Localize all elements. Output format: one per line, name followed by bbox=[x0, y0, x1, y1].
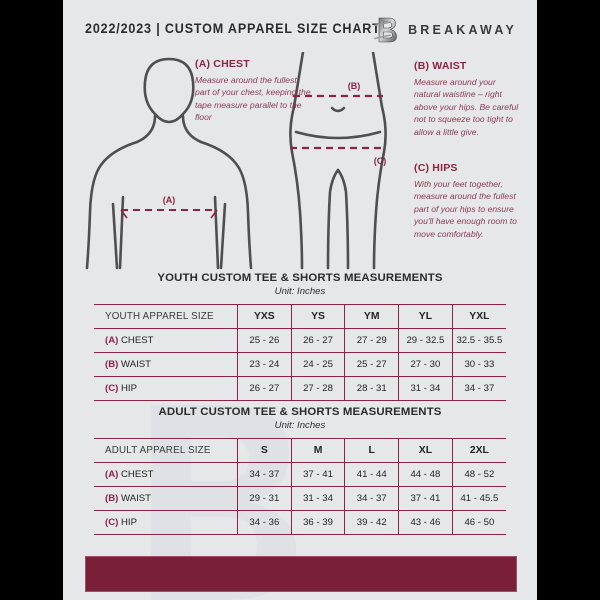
adult-r2-c3: 43 - 46 bbox=[398, 510, 453, 535]
adult-r1-c3: 37 - 41 bbox=[398, 486, 453, 511]
svg-text:(A): (A) bbox=[163, 195, 176, 205]
row-tag: (B) bbox=[105, 493, 119, 504]
youth-table-title: YOUTH CUSTOM TEE & SHORTS MEASUREMENTS bbox=[157, 272, 443, 284]
table-row: (B) WAIST 29 - 31 31 - 34 34 - 37 37 - 4… bbox=[94, 486, 506, 511]
youth-r2-c1: 27 - 28 bbox=[291, 376, 346, 401]
table-row: (C) HIP 34 - 36 36 - 39 39 - 42 43 - 46 … bbox=[94, 510, 506, 535]
measurement-diagram: (A) (B) (C) (A) CHEST Measure around the… bbox=[63, 52, 537, 272]
adult-r2-c4: 46 - 50 bbox=[452, 510, 506, 535]
youth-row-label-1: (B) WAIST bbox=[94, 352, 238, 377]
row-name: WAIST bbox=[121, 493, 152, 504]
youth-r1-c2: 25 - 27 bbox=[344, 352, 400, 377]
youth-row-label-0: (A) CHEST bbox=[94, 328, 238, 353]
youth-r2-c0: 26 - 27 bbox=[237, 376, 292, 401]
adult-col-4: 2XL bbox=[452, 438, 506, 463]
adult-row-label-2: (C) HIP bbox=[94, 510, 238, 535]
note-hips: (C) HIPS With your feet together, measur… bbox=[414, 162, 526, 240]
adult-col-2: L bbox=[344, 438, 400, 463]
table-header-row: YOUTH APPAREL SIZE YXS YS YM YL YXL bbox=[94, 304, 506, 329]
table-row: (A) CHEST 34 - 37 37 - 41 41 - 44 44 - 4… bbox=[94, 462, 506, 487]
adult-r1-c1: 31 - 34 bbox=[291, 486, 346, 511]
adult-table-unit: Unit: Inches bbox=[274, 420, 326, 431]
adult-size-table: ADULT APPAREL SIZE S M L XL 2XL (A) CHES… bbox=[94, 438, 506, 535]
table-row: (A) CHEST 25 - 26 26 - 27 27 - 29 29 - 3… bbox=[94, 328, 506, 353]
hips-front-figure: (B) (C) bbox=[289, 52, 387, 270]
adult-row-header-label: ADULT APPAREL SIZE bbox=[94, 438, 238, 463]
svg-text:(C): (C) bbox=[374, 156, 387, 166]
youth-col-2: YM bbox=[344, 304, 400, 329]
adult-r1-c4: 41 - 45.5 bbox=[452, 486, 506, 511]
row-name: CHEST bbox=[121, 469, 154, 480]
youth-table-unit: Unit: Inches bbox=[274, 286, 326, 297]
table-row: (C) HIP 26 - 27 27 - 28 28 - 31 31 - 34 … bbox=[94, 376, 506, 401]
table-row: (B) WAIST 23 - 24 24 - 25 25 - 27 27 - 3… bbox=[94, 352, 506, 377]
adult-r1-c0: 29 - 31 bbox=[237, 486, 292, 511]
row-name: CHEST bbox=[121, 335, 154, 346]
note-chest-body: Measure around the fullest part of your … bbox=[195, 75, 311, 123]
youth-r0-c0: 25 - 26 bbox=[237, 328, 292, 353]
adult-r0-c3: 44 - 48 bbox=[398, 462, 453, 487]
adult-r2-c0: 34 - 36 bbox=[237, 510, 292, 535]
note-chest: (A) CHEST Measure around the fullest par… bbox=[195, 58, 313, 124]
page-title: 2022/2023 | CUSTOM APPAREL SIZE CHART bbox=[85, 21, 381, 36]
adult-col-0: S bbox=[237, 438, 292, 463]
row-name: WAIST bbox=[121, 359, 152, 370]
youth-r2-c2: 28 - 31 bbox=[344, 376, 400, 401]
brand-name: BREAKAWAY bbox=[408, 23, 517, 37]
youth-r1-c1: 24 - 25 bbox=[291, 352, 346, 377]
breakaway-b-logo-icon bbox=[374, 17, 397, 43]
row-tag: (A) bbox=[105, 335, 119, 346]
youth-col-1: YS bbox=[291, 304, 346, 329]
adult-col-3: XL bbox=[398, 438, 453, 463]
row-tag: (B) bbox=[105, 359, 119, 370]
page-header: 2022/2023 | CUSTOM APPAREL SIZE CHART BR… bbox=[63, 0, 537, 55]
note-waist-title: (B) WAIST bbox=[414, 60, 467, 72]
note-hips-title: (C) HIPS bbox=[414, 162, 458, 174]
adult-row-label-1: (B) WAIST bbox=[94, 486, 238, 511]
note-hips-body: With your feet together, measure around … bbox=[414, 179, 517, 239]
adult-r2-c2: 39 - 42 bbox=[344, 510, 400, 535]
brand-lockup: BREAKAWAY bbox=[373, 16, 517, 44]
torso-front-figure: (A) bbox=[85, 57, 253, 270]
row-tag: (C) bbox=[105, 383, 119, 394]
youth-row-header-label: YOUTH APPAREL SIZE bbox=[94, 304, 238, 329]
row-tag: (A) bbox=[105, 469, 119, 480]
note-chest-title: (A) CHEST bbox=[195, 58, 250, 70]
youth-r0-c3: 29 - 32.5 bbox=[398, 328, 453, 353]
note-waist: (B) WAIST Measure around your natural wa… bbox=[414, 60, 524, 138]
youth-r2-c3: 31 - 34 bbox=[398, 376, 453, 401]
youth-r2-c4: 34 - 37 bbox=[452, 376, 506, 401]
row-tag: (C) bbox=[105, 517, 119, 528]
adult-col-1: M bbox=[291, 438, 346, 463]
row-name: HIP bbox=[121, 383, 137, 394]
youth-col-4: YXL bbox=[452, 304, 506, 329]
youth-r0-c1: 26 - 27 bbox=[291, 328, 346, 353]
maroon-footer-bar bbox=[85, 556, 517, 592]
youth-col-0: YXS bbox=[237, 304, 292, 329]
adult-r0-c1: 37 - 41 bbox=[291, 462, 346, 487]
youth-r0-c4: 32.5 - 35.5 bbox=[452, 328, 506, 353]
youth-col-3: YL bbox=[398, 304, 453, 329]
youth-r0-c2: 27 - 29 bbox=[344, 328, 400, 353]
youth-r1-c3: 27 - 30 bbox=[398, 352, 453, 377]
youth-row-label-2: (C) HIP bbox=[94, 376, 238, 401]
adult-r0-c4: 48 - 52 bbox=[452, 462, 506, 487]
adult-r1-c2: 34 - 37 bbox=[344, 486, 400, 511]
row-name: HIP bbox=[121, 517, 137, 528]
youth-r1-c0: 23 - 24 bbox=[237, 352, 292, 377]
adult-r0-c0: 34 - 37 bbox=[237, 462, 292, 487]
adult-table-title: ADULT CUSTOM TEE & SHORTS MEASUREMENTS bbox=[158, 406, 442, 418]
svg-text:(B): (B) bbox=[348, 81, 361, 91]
adult-r0-c2: 41 - 44 bbox=[344, 462, 400, 487]
note-waist-body: Measure around your natural waistline – … bbox=[414, 77, 519, 137]
adult-r2-c1: 36 - 39 bbox=[291, 510, 346, 535]
adult-row-label-0: (A) CHEST bbox=[94, 462, 238, 487]
adult-table-block: ADULT CUSTOM TEE & SHORTS MEASUREMENTS U… bbox=[63, 406, 537, 535]
youth-size-table: YOUTH APPAREL SIZE YXS YS YM YL YXL (A) … bbox=[94, 304, 506, 401]
size-chart-page: 2022/2023 | CUSTOM APPAREL SIZE CHART BR… bbox=[63, 0, 537, 600]
table-header-row: ADULT APPAREL SIZE S M L XL 2XL bbox=[94, 438, 506, 463]
youth-r1-c4: 30 - 33 bbox=[452, 352, 506, 377]
youth-table-block: YOUTH CUSTOM TEE & SHORTS MEASUREMENTS U… bbox=[63, 272, 537, 401]
